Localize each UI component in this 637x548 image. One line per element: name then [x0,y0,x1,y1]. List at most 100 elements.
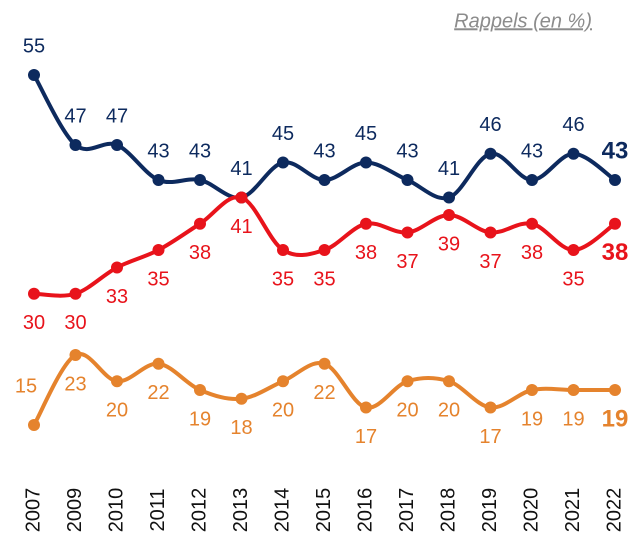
point [69,287,82,300]
data-label: 37 [396,251,418,273]
data-label: 23 [64,373,86,395]
x-tick-label: 2018 [437,488,459,533]
point [443,191,455,204]
data-label: 18 [230,417,252,439]
x-tick-label: 2017 [396,488,418,533]
data-label: 43 [189,140,211,162]
data-label: 47 [64,105,86,127]
x-tick-label: 2022 [603,488,625,533]
data-label: 35 [272,268,294,290]
data-label: 38 [521,242,543,264]
point [277,244,289,256]
point [484,226,497,239]
point [401,375,414,388]
data-label: 43 [521,140,543,162]
data-label: 22 [147,382,169,404]
x-tick-label: 2012 [188,488,210,533]
point [111,375,123,388]
data-label: 30 [64,312,86,334]
point [111,261,123,274]
data-label: 19 [602,405,629,432]
point [194,217,206,230]
data-label: 37 [479,251,501,273]
data-label: 38 [602,239,629,266]
point [28,287,40,300]
point [194,174,206,186]
data-label: 20 [106,400,128,422]
point [360,217,372,230]
x-tick-label: 2021 [562,488,584,533]
point [318,244,331,256]
x-tick-label: 2007 [22,488,44,533]
chart-title: Rappels (en %) [454,10,592,32]
data-label: 41 [230,216,252,238]
data-label: 45 [272,123,294,145]
point [152,244,165,256]
point [235,191,248,204]
point [567,244,580,256]
point [401,174,414,186]
data-label: 22 [313,382,335,404]
data-label: 35 [147,268,169,290]
point [526,217,538,230]
data-label: 46 [479,114,501,136]
data-label: 43 [396,140,418,162]
x-tick-label: 2014 [271,488,293,533]
data-label: 17 [479,426,501,448]
data-label: 41 [230,158,252,180]
x-tick-label: 2010 [105,488,127,533]
data-label: 15 [15,375,37,397]
point [443,375,455,388]
point [28,419,40,431]
x-tick-label: 2020 [520,488,542,533]
point [318,174,331,186]
point [111,139,123,151]
point [235,392,248,405]
point [318,357,331,370]
data-label: 39 [438,233,460,255]
data-label: 38 [355,242,377,264]
point [609,174,621,186]
point [360,401,372,414]
point [69,349,82,361]
point [401,226,414,239]
point [526,384,538,396]
data-label: 19 [521,408,543,430]
data-label: 46 [562,114,584,136]
data-label: 35 [313,268,335,290]
point [152,174,165,186]
point [567,147,580,160]
data-label: 20 [396,400,418,422]
x-tick-label: 2009 [64,488,86,533]
data-label: 43 [602,137,629,164]
x-tick-label: 2013 [230,488,252,533]
point [443,209,455,221]
data-label: 43 [313,140,335,162]
point [526,174,538,186]
point [194,384,206,396]
point [28,69,40,81]
point [484,401,497,414]
data-label: 47 [106,105,128,127]
x-tick-label: 2016 [354,488,376,533]
data-label: 33 [106,286,128,308]
data-label: 41 [438,158,460,180]
data-label: 45 [355,123,377,145]
data-label: 30 [23,312,45,334]
point [360,156,372,169]
x-tick-label: 2015 [313,488,335,533]
point [277,375,289,388]
x-tick-label: 2011 [147,488,169,531]
data-label: 20 [438,400,460,422]
x-tick-label: 2019 [479,488,501,533]
data-label: 35 [562,268,584,290]
data-label: 20 [272,400,294,422]
point [609,384,621,396]
point [609,217,621,230]
point [567,384,580,396]
data-label: 55 [23,35,45,57]
point [69,139,82,151]
point [484,147,497,160]
data-label: 38 [189,242,211,264]
